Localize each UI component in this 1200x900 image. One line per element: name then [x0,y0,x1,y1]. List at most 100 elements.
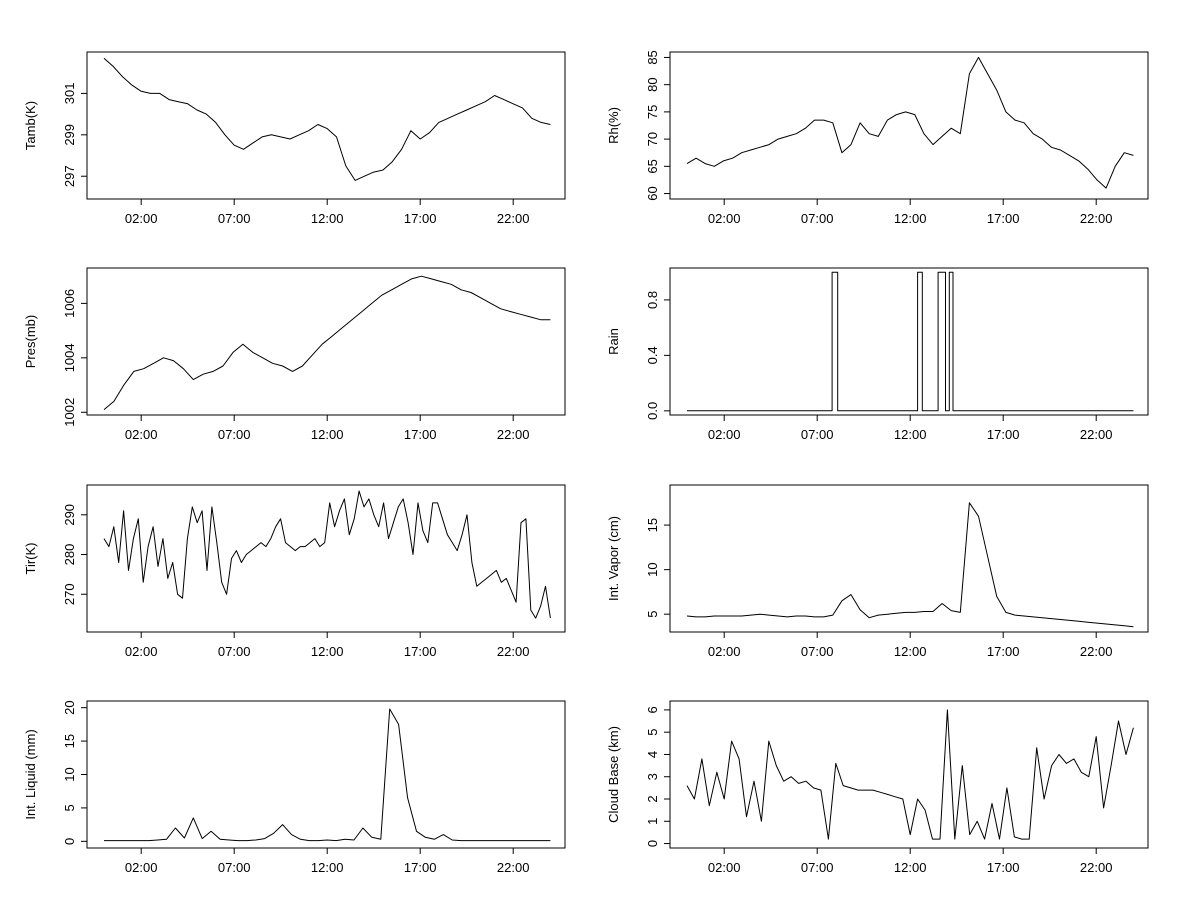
x-tick-label: 17:00 [987,644,1020,659]
x-tick-label: 22:00 [497,211,530,226]
series-line [687,271,1134,412]
y-tick-label: 1004 [62,343,77,372]
y-tick-label: 3 [645,773,660,780]
x-tick-label: 07:00 [801,860,834,875]
y-tick-label: 4 [645,751,660,758]
x-tick-label: 07:00 [218,211,251,226]
y-tick-label: 75 [645,105,660,119]
x-tick-label: 12:00 [894,427,927,442]
x-tick-label: 17:00 [404,427,437,442]
y-tick-label: 5 [645,611,660,618]
y-tick-label: 10 [62,767,77,781]
y-tick-label: 290 [62,504,77,526]
x-tick-label: 02:00 [708,860,741,875]
x-tick-label: 07:00 [218,644,251,659]
y-axis-label: Pres(mb) [23,315,38,368]
x-tick-label: 07:00 [801,644,834,659]
x-tick-label: 17:00 [404,860,437,875]
y-axis-label: Int. Vapor (cm) [606,516,621,601]
series-line [103,490,551,619]
y-tick-label: 270 [62,583,77,605]
y-tick-label: 15 [645,518,660,532]
y-tick-label: 0.4 [645,346,660,364]
x-tick-label: 07:00 [801,211,834,226]
x-tick-label: 02:00 [125,860,158,875]
plot-frame [669,700,1149,849]
series-line [686,502,1134,628]
plot-frame [86,267,566,416]
x-tick-label: 12:00 [894,644,927,659]
plot-frame [86,484,566,633]
y-axis-label: Rain [606,328,621,355]
y-tick-label: 70 [645,132,660,146]
x-tick-label: 17:00 [987,211,1020,226]
panel-rain: 02:00 07:00 12:00 17:00 22:00 0.0 0.4 0.8 Rain [606,267,1149,442]
x-tick-label: 17:00 [987,860,1020,875]
x-tick-label: 02:00 [125,644,158,659]
plot-frame [86,51,566,200]
x-tick-label: 02:00 [708,644,741,659]
panel-pres: 02:00 07:00 12:00 17:00 22:00 1002 1004 1006 Pre… [23,267,566,442]
panel-int-liquid: 02:00 07:00 12:00 17:00 22:00 0 5 10 15 20 Int. Li… [23,700,566,875]
plot-frame [669,51,1149,200]
x-tick-label: 22:00 [497,860,530,875]
panel-cloud-base: 02:00 07:00 12:00 17:00 22:00 0 1 2 3 4 5 6 Cloud Ba… [606,700,1149,875]
y-tick-label: 301 [62,83,77,105]
y-tick-label: 297 [62,165,77,187]
x-tick-label: 02:00 [708,211,741,226]
y-tick-label: 6 [645,706,660,713]
series-line [103,57,551,181]
x-tick-label: 17:00 [404,211,437,226]
x-tick-label: 12:00 [311,644,344,659]
panel-tamb: 02:00 07:00 12:00 17:00 22:00 297 299 301 Tamb(K… [23,51,566,226]
x-tick-label: 12:00 [311,860,344,875]
x-tick-label: 12:00 [894,860,927,875]
y-tick-label: 5 [645,729,660,736]
x-tick-label: 12:00 [311,211,344,226]
y-tick-label: 85 [645,50,660,64]
x-tick-label: 07:00 [801,427,834,442]
x-tick-label: 07:00 [218,860,251,875]
y-tick-label: 0 [645,840,660,847]
x-tick-label: 22:00 [1080,644,1113,659]
plot-frame [669,484,1149,633]
y-tick-label: 0 [62,838,77,845]
x-tick-label: 17:00 [404,644,437,659]
y-axis-label: Cloud Base (km) [606,726,621,823]
x-tick-label: 22:00 [497,644,530,659]
panel-rh: 02:00 07:00 12:00 17:00 22:00 60 65 70 75 80 85 Rh(… [606,50,1149,226]
panel-int-vapor: 02:00 07:00 12:00 17:00 22:00 5 10 15 Int. Vapor… [606,484,1149,659]
y-tick-label: 2 [645,795,660,802]
series-line [686,709,1134,840]
plot-frame [86,700,566,849]
x-tick-label: 12:00 [894,211,927,226]
y-axis-label: Tamb(K) [23,101,38,150]
y-tick-label: 80 [645,77,660,91]
y-axis-label: Rh(%) [606,107,621,144]
x-tick-label: 22:00 [1080,427,1113,442]
y-tick-label: 0.0 [645,402,660,420]
y-tick-label: 60 [645,186,660,200]
x-tick-label: 07:00 [218,427,251,442]
plot-frame [669,267,1149,416]
y-tick-label: 1 [645,818,660,825]
y-tick-label: 5 [62,804,77,811]
y-tick-label: 20 [62,700,77,714]
y-tick-label: 0.8 [645,291,660,309]
y-tick-label: 1006 [62,289,77,318]
y-tick-label: 15 [62,734,77,748]
y-tick-label: 299 [62,124,77,146]
y-tick-label: 65 [645,159,660,173]
x-tick-label: 02:00 [125,211,158,226]
series-line [104,708,551,842]
y-axis-label: Int. Liquid (mm) [23,729,38,819]
y-axis-label: Tir(K) [23,542,38,574]
series-line [686,56,1134,189]
x-tick-label: 22:00 [1080,211,1113,226]
x-tick-label: 12:00 [311,427,344,442]
x-tick-label: 02:00 [708,427,741,442]
x-tick-label: 22:00 [1080,860,1113,875]
y-tick-label: 280 [62,544,77,566]
x-tick-label: 17:00 [987,427,1020,442]
